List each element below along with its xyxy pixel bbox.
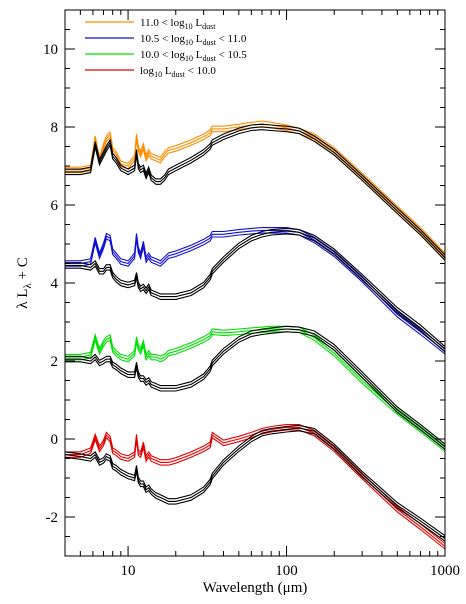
- template-line: [65, 227, 446, 348]
- template-line: [64, 424, 446, 537]
- series-line: [65, 232, 446, 355]
- template-line: [65, 233, 446, 353]
- y-tick-label: -2: [46, 510, 59, 526]
- template-line: [65, 328, 446, 448]
- series-line: [65, 429, 446, 550]
- axes: 10 100 1000 -2 0 2 4 6 8 10: [43, 9, 460, 579]
- x-tick-label: 1000: [430, 563, 460, 579]
- template-line: [65, 230, 446, 350]
- series-line: [65, 325, 446, 447]
- series-line: [65, 227, 446, 349]
- y-tick-label: 8: [51, 120, 59, 136]
- template-line: [65, 325, 446, 445]
- x-tick-label: 100: [275, 563, 298, 579]
- legend-entry: log10 Ldust < 10.0: [140, 65, 216, 79]
- template-line: [64, 427, 446, 539]
- template-line: [65, 129, 446, 261]
- x-axis-title: Wavelength (μm): [203, 580, 308, 596]
- y-axis-title: λ Lλ + C: [15, 257, 34, 309]
- series-line: [65, 424, 446, 544]
- legend-entry: 10.0 < log10 Ldust < 10.5: [140, 49, 247, 63]
- y-tick-label: 10: [43, 42, 58, 58]
- y-tick-label: 0: [51, 432, 59, 448]
- legend-entry: 11.0 < log10 Ldust: [140, 17, 216, 31]
- series-line: [65, 229, 446, 352]
- x-tick-label: 10: [121, 563, 136, 579]
- template-line: [64, 430, 446, 542]
- series-line: [65, 126, 446, 259]
- legend-entry: 10.5 < log10 Ldust < 11.0: [140, 33, 247, 47]
- template-line: [65, 331, 446, 450]
- legend: 11.0 < log10 Ldust 10.5 < log10 Ldust < 1…: [85, 17, 247, 79]
- y-tick-label: 2: [51, 354, 59, 370]
- series-line: [65, 426, 446, 547]
- template-line: [65, 126, 446, 258]
- template-line: [65, 123, 446, 256]
- series-line: [65, 123, 446, 257]
- y-tick-label: 4: [51, 276, 59, 292]
- series-line: [65, 120, 446, 254]
- plot-area: [64, 120, 446, 550]
- y-tick-label: 6: [51, 198, 59, 214]
